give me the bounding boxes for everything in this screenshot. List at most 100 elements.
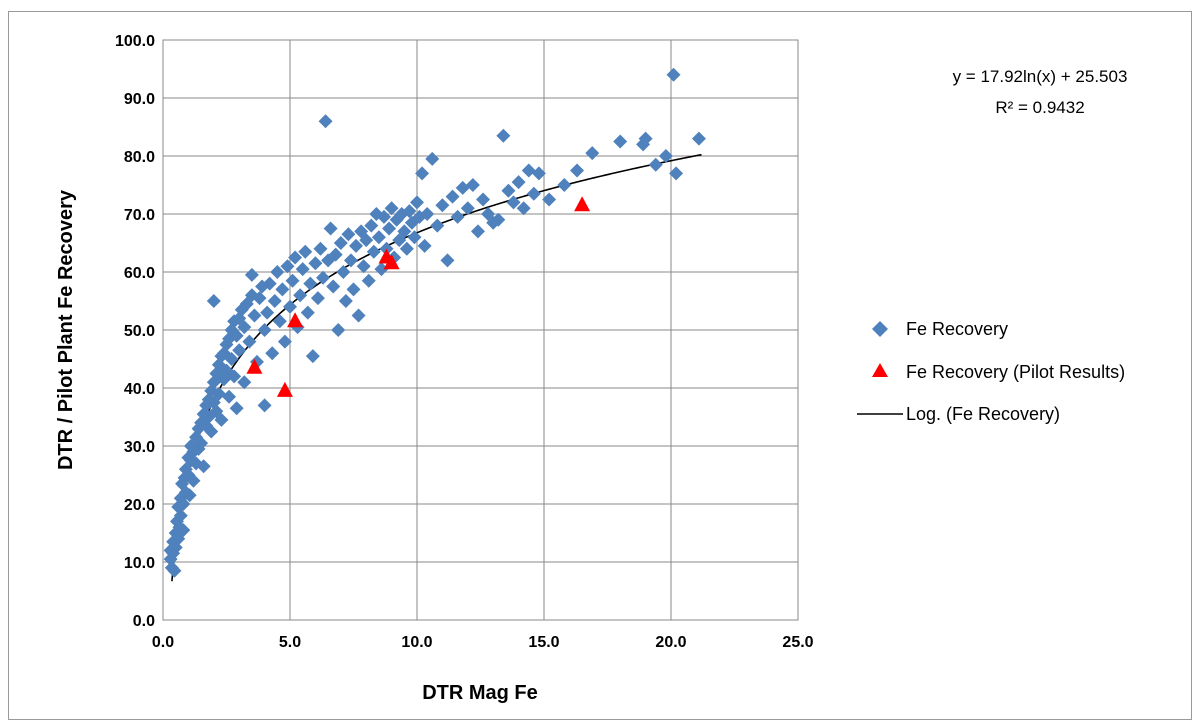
fe-recovery-point	[182, 488, 197, 503]
fe-recovery-point	[270, 265, 285, 279]
fe-recovery-point	[275, 282, 290, 297]
fe-recovery-point	[318, 114, 333, 129]
pilot-result-point	[276, 381, 293, 397]
fe-recovery-point	[283, 299, 297, 314]
trendline-r-squared: R² = 0.9432	[995, 98, 1084, 117]
fe-recovery-point	[669, 166, 684, 181]
fe-recovery-point	[176, 497, 191, 511]
fe-recovery-point	[491, 212, 506, 227]
legend-triangle-icon	[872, 363, 888, 377]
pilot-result-point	[287, 312, 304, 328]
fe-recovery-point	[407, 230, 422, 245]
y-tick-label: 10.0	[124, 555, 155, 572]
pilot-results-series	[246, 196, 591, 397]
fe-recovery-point	[224, 352, 239, 366]
fe-recovery-point	[585, 146, 600, 161]
fe-recovery-point	[298, 244, 313, 259]
fe-recovery-point	[300, 305, 315, 320]
fe-recovery-point	[445, 189, 460, 204]
y-tick-label: 30.0	[124, 439, 155, 456]
fe-recovery-point	[410, 195, 424, 210]
fe-recovery-point	[351, 308, 366, 323]
y-tick-label: 60.0	[124, 265, 155, 282]
fe-recovery-point	[167, 563, 182, 578]
y-tick-label: 50.0	[124, 323, 155, 340]
fe-recovery-point	[295, 262, 310, 277]
fe-recovery-point	[272, 314, 287, 329]
fe-recovery-point	[336, 265, 351, 279]
fe-recovery-point	[277, 334, 292, 349]
fe-recovery-point	[257, 323, 272, 337]
fe-recovery-point	[613, 134, 628, 149]
fe-recovery-point	[638, 131, 653, 146]
fe-recovery-point	[366, 244, 381, 259]
fe-recovery-point	[402, 204, 417, 219]
fe-recovery-point	[511, 175, 526, 190]
fe-recovery-point	[303, 276, 318, 291]
fe-recovery-point	[364, 218, 379, 233]
fe-recovery-point	[313, 241, 328, 256]
fe-recovery-point	[455, 180, 470, 195]
fe-recovery-point	[542, 192, 557, 207]
fe-recovery-point	[222, 389, 237, 404]
fe-recovery-point	[267, 294, 282, 308]
fe-recovery-point	[343, 253, 358, 268]
fe-recovery-point	[417, 238, 432, 253]
y-tick-label: 0.0	[133, 613, 155, 630]
fe-recovery-point	[333, 236, 348, 250]
pilot-result-point	[246, 358, 263, 374]
fe-recovery-point	[399, 241, 414, 256]
x-tick-label: 10.0	[401, 634, 432, 651]
fe-recovery-point	[310, 291, 325, 306]
y-tick-label: 90.0	[124, 91, 155, 108]
fe-recovery-point	[440, 253, 455, 268]
fe-recovery-point	[506, 195, 521, 210]
fe-recovery-point	[397, 224, 412, 239]
fe-recovery-point	[326, 279, 341, 294]
x-tick-label: 15.0	[528, 634, 559, 651]
fe-recovery-point	[249, 354, 264, 369]
x-tick-label: 5.0	[279, 634, 301, 651]
fe-recovery-point	[257, 398, 272, 413]
y-tick-label: 20.0	[124, 497, 155, 514]
fe-recovery-point	[260, 305, 275, 320]
fe-recovery-series	[163, 67, 706, 578]
fe-recovery-point	[374, 262, 389, 277]
fe-recovery-point	[648, 157, 663, 172]
fe-recovery-point	[328, 247, 343, 262]
fe-recovery-point	[232, 343, 247, 358]
fe-recovery-point	[496, 128, 511, 143]
y-tick-label: 80.0	[124, 149, 155, 166]
fe-recovery-point	[227, 369, 242, 384]
fe-recovery-point	[359, 233, 374, 248]
x-tick-label: 0.0	[152, 634, 174, 651]
legend-label-pilot-results: Fe Recovery (Pilot Results)	[906, 362, 1125, 382]
fe-recovery-point	[435, 198, 450, 213]
fe-recovery-point	[214, 412, 229, 427]
fe-recovery-point	[460, 201, 475, 216]
fe-recovery-point	[501, 183, 516, 198]
fe-recovery-point	[280, 259, 295, 274]
legend-label-log-trend: Log. (Fe Recovery)	[906, 404, 1060, 424]
trendline-equation: y = 17.92ln(x) + 25.503	[953, 67, 1128, 86]
fe-recovery-point	[176, 523, 191, 538]
fe-recovery-point	[288, 250, 303, 265]
fe-recovery-point	[356, 259, 371, 274]
fe-recovery-point	[526, 186, 541, 201]
pilot-result-point	[574, 196, 591, 212]
fe-recovery-point	[211, 386, 226, 401]
fe-recovery-point	[361, 273, 376, 288]
legend-label-fe-recovery: Fe Recovery	[906, 319, 1008, 339]
fe-recovery-point	[247, 308, 262, 323]
fe-recovery-point	[531, 166, 546, 181]
fe-recovery-point	[265, 346, 280, 361]
fe-recovery-point	[420, 207, 435, 221]
fe-recovery-point	[308, 256, 323, 271]
fe-recovery-point	[465, 178, 480, 192]
fe-recovery-point	[252, 291, 267, 306]
fe-recovery-point	[570, 163, 585, 178]
fe-recovery-point	[425, 151, 440, 166]
fe-recovery-point	[382, 221, 397, 236]
fe-recovery-point	[691, 131, 706, 146]
